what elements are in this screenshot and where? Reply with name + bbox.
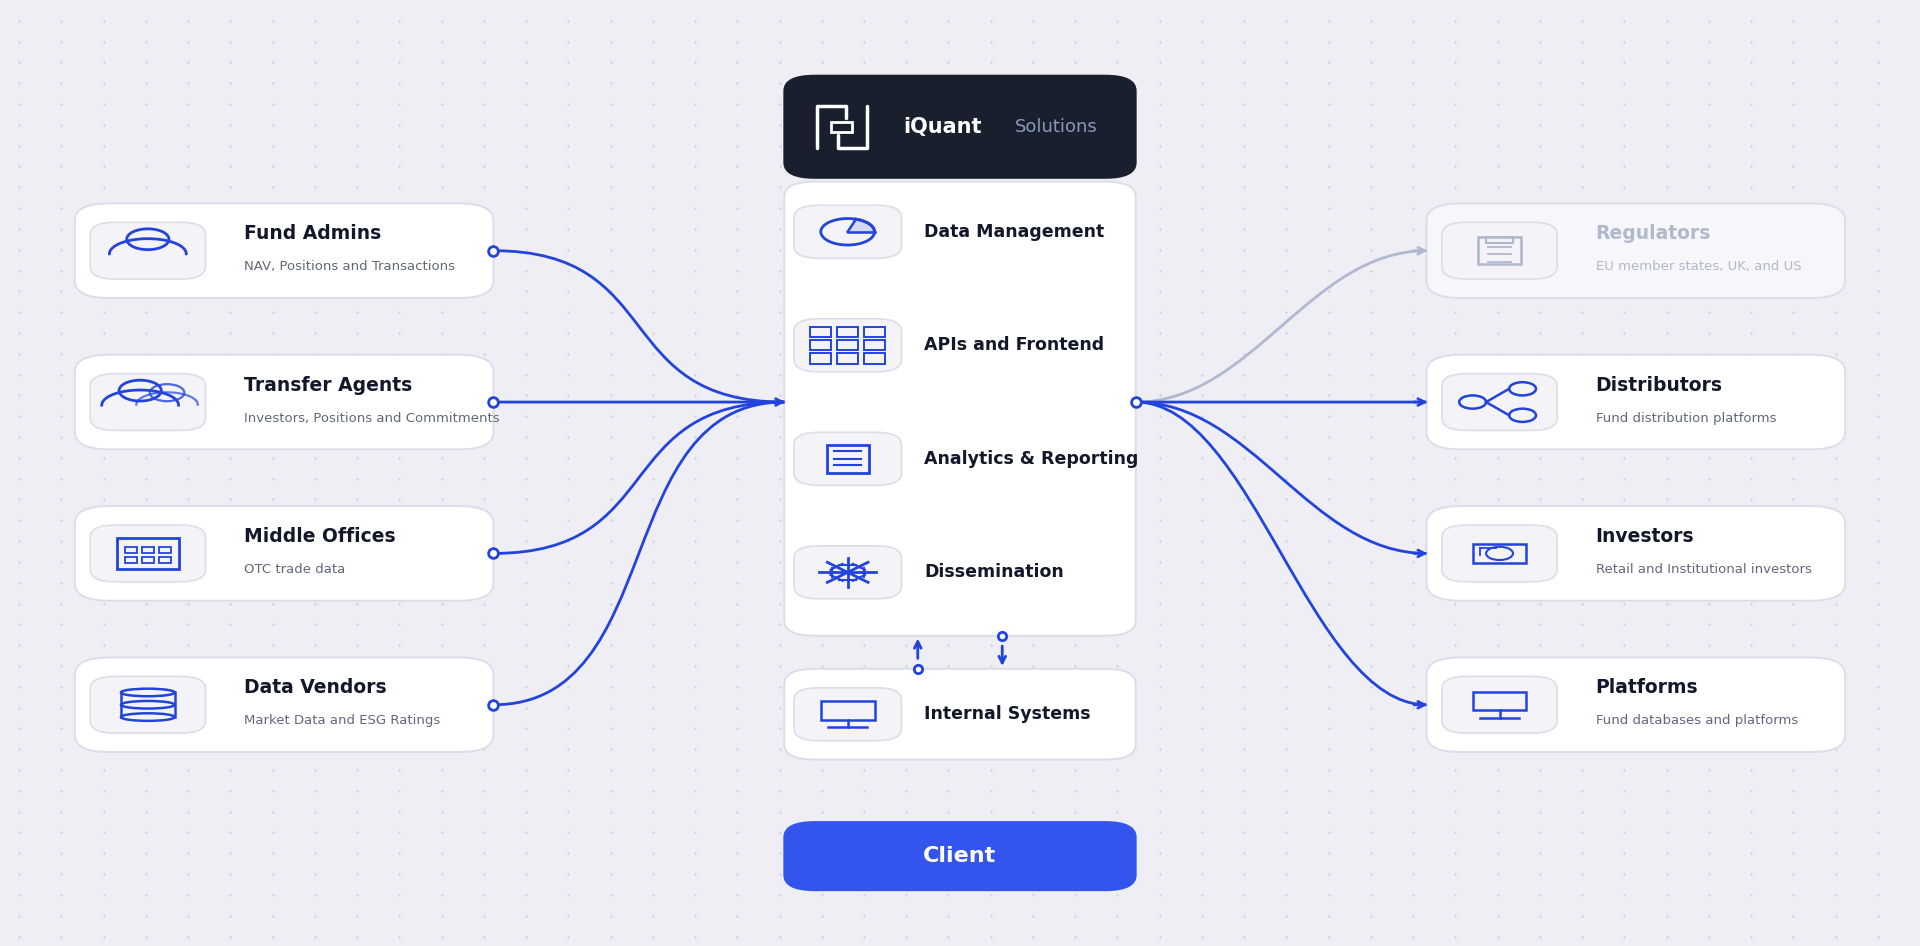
FancyBboxPatch shape: [1442, 222, 1557, 279]
Text: Middle Offices: Middle Offices: [244, 527, 396, 546]
Text: Data Vendors: Data Vendors: [244, 678, 386, 697]
Text: Platforms: Platforms: [1596, 678, 1697, 697]
FancyBboxPatch shape: [90, 222, 205, 279]
FancyBboxPatch shape: [75, 203, 493, 298]
Bar: [864, 326, 885, 338]
FancyBboxPatch shape: [1442, 676, 1557, 733]
FancyBboxPatch shape: [1427, 657, 1845, 752]
Text: APIs and Frontend: APIs and Frontend: [925, 336, 1104, 355]
FancyBboxPatch shape: [783, 182, 1135, 636]
Bar: [837, 340, 858, 350]
Text: iQuant: iQuant: [902, 116, 981, 137]
FancyBboxPatch shape: [75, 506, 493, 601]
Text: Analytics & Reporting: Analytics & Reporting: [925, 449, 1139, 468]
Text: Solutions: Solutions: [1016, 117, 1098, 136]
Bar: [1473, 544, 1526, 563]
FancyBboxPatch shape: [795, 205, 902, 258]
Bar: [142, 547, 154, 552]
Text: Fund Admins: Fund Admins: [244, 224, 380, 243]
FancyBboxPatch shape: [795, 688, 902, 741]
Bar: [810, 353, 831, 363]
FancyBboxPatch shape: [795, 432, 902, 485]
Bar: [117, 537, 179, 569]
Text: Internal Systems: Internal Systems: [925, 705, 1091, 724]
Bar: [1473, 692, 1526, 710]
Text: Dissemination: Dissemination: [925, 563, 1064, 582]
Bar: [810, 326, 831, 338]
Bar: [826, 445, 868, 473]
FancyBboxPatch shape: [1427, 203, 1845, 298]
FancyBboxPatch shape: [90, 676, 205, 733]
Bar: [159, 557, 171, 563]
FancyBboxPatch shape: [783, 822, 1135, 890]
Text: Investors, Positions and Commitments: Investors, Positions and Commitments: [244, 412, 499, 425]
FancyBboxPatch shape: [1427, 506, 1845, 601]
FancyBboxPatch shape: [795, 319, 902, 372]
Text: Client: Client: [924, 846, 996, 867]
Text: Fund databases and platforms: Fund databases and platforms: [1596, 714, 1797, 727]
Text: Retail and Institutional investors: Retail and Institutional investors: [1596, 563, 1811, 576]
Text: Data Management: Data Management: [925, 222, 1104, 241]
Text: Investors: Investors: [1596, 527, 1693, 546]
Text: Market Data and ESG Ratings: Market Data and ESG Ratings: [244, 714, 440, 727]
Bar: [864, 353, 885, 363]
Bar: [159, 547, 171, 552]
Bar: [1486, 237, 1513, 243]
Bar: [822, 701, 874, 720]
Text: Distributors: Distributors: [1596, 376, 1722, 394]
Bar: [810, 340, 831, 350]
Text: Regulators: Regulators: [1596, 224, 1711, 243]
FancyBboxPatch shape: [1442, 525, 1557, 582]
Polygon shape: [849, 219, 874, 232]
Bar: [837, 326, 858, 338]
Bar: [125, 557, 136, 563]
Bar: [864, 340, 885, 350]
Bar: [125, 547, 136, 552]
FancyBboxPatch shape: [75, 355, 493, 449]
Text: NAV, Positions and Transactions: NAV, Positions and Transactions: [244, 260, 455, 273]
FancyBboxPatch shape: [783, 76, 1135, 178]
FancyBboxPatch shape: [783, 669, 1135, 760]
FancyBboxPatch shape: [90, 374, 205, 430]
Text: OTC trade data: OTC trade data: [244, 563, 346, 576]
FancyBboxPatch shape: [75, 657, 493, 752]
Text: Fund distribution platforms: Fund distribution platforms: [1596, 412, 1776, 425]
Bar: [1478, 237, 1521, 264]
Bar: [837, 353, 858, 363]
FancyBboxPatch shape: [90, 525, 205, 582]
Bar: [831, 121, 852, 131]
Text: Transfer Agents: Transfer Agents: [244, 376, 413, 394]
Text: EU member states, UK, and US: EU member states, UK, and US: [1596, 260, 1801, 273]
FancyBboxPatch shape: [1442, 374, 1557, 430]
Bar: [142, 557, 154, 563]
FancyBboxPatch shape: [1427, 355, 1845, 449]
FancyBboxPatch shape: [795, 546, 902, 599]
